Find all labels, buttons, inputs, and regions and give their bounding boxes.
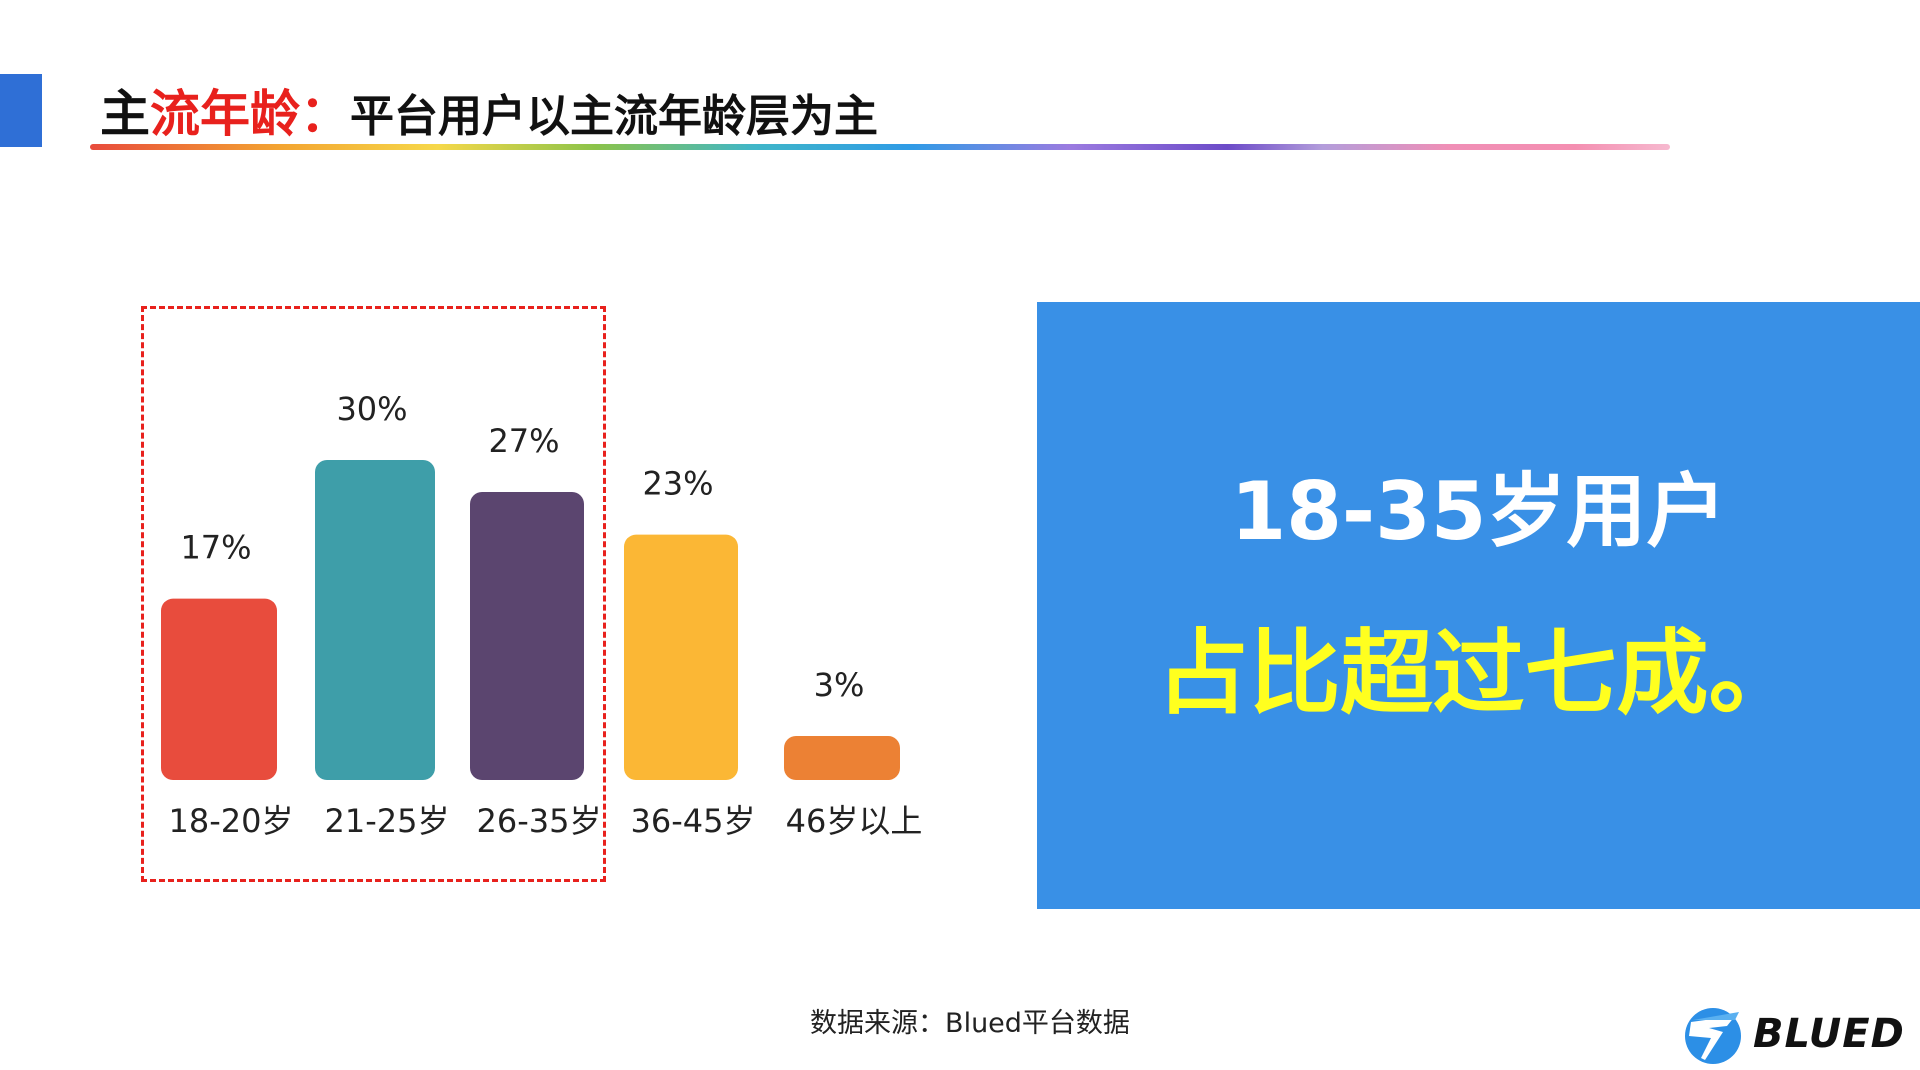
- bar-1: [161, 598, 277, 780]
- bar-value-label-2: 30%: [336, 390, 407, 428]
- bar-value-label-3: 27%: [488, 422, 559, 460]
- title-part-3: 平台用户以主流年龄层为主: [350, 91, 878, 142]
- bar-value-label-1: 17%: [180, 529, 251, 567]
- page-title: 主流年龄：平台用户以主流年龄层为主: [100, 82, 878, 146]
- title-underline: [90, 144, 1670, 150]
- left-accent-bar: [0, 74, 42, 147]
- category-label-1: 18-20岁: [169, 802, 294, 840]
- category-label-4: 36-45岁: [631, 802, 756, 840]
- bar-3: [470, 492, 584, 780]
- blued-logo-icon: [1685, 1008, 1741, 1064]
- title-part-2: 流年龄：: [150, 85, 350, 143]
- category-label-2: 21-25岁: [325, 802, 450, 840]
- blued-logo: BLUED: [1683, 1002, 1905, 1066]
- callout-line-2: 占比超过七成。: [1156, 620, 1801, 727]
- highlight-dashed-box: [141, 306, 606, 882]
- bar-value-label-5: 3%: [814, 666, 865, 704]
- title-part-1: 主: [100, 85, 150, 143]
- category-label-3: 26-35岁: [477, 802, 602, 840]
- bar-5: [784, 736, 900, 780]
- bar-value-label-4: 23%: [642, 465, 713, 503]
- data-source-note: 数据来源：Blued平台数据: [810, 1008, 1130, 1039]
- blued-logo-text: BLUED: [1753, 1011, 1905, 1057]
- bar-2: [315, 460, 435, 780]
- callout-panel: 18-35岁用户 占比超过七成。: [1037, 302, 1920, 909]
- category-label-5: 46岁以上: [786, 802, 923, 840]
- callout-line-1: 18-35岁用户: [1230, 465, 1727, 558]
- bar-4: [624, 534, 738, 780]
